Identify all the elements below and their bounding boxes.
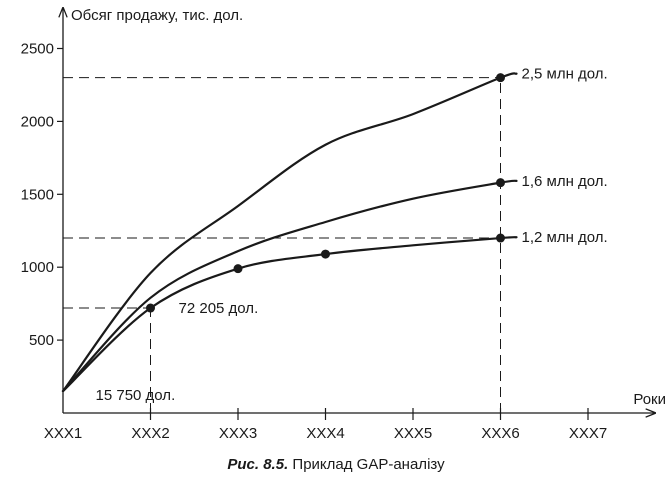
series-1-point-5	[496, 178, 505, 188]
labels: 500 1000 1500 2000 2500 XXX1 XXX2 XXX3 XXX4 XXX5 X…	[21, 7, 666, 442]
caption-text: Приклад GAP-аналізу	[292, 456, 445, 473]
y-tick-label-2000: 2000	[21, 113, 54, 130]
figure-caption: Рис. 8.5. Приклад GAP-аналізу	[0, 456, 672, 473]
series-label-0: 2,5 млн дол.	[522, 66, 608, 83]
series-line-2	[61, 236, 518, 393]
series	[61, 72, 518, 393]
series-label-2: 1,2 млн дол.	[522, 229, 608, 246]
series-2-point-2	[233, 264, 243, 274]
y-tick-label-2500: 2500	[21, 41, 54, 58]
series-2-point-1	[146, 303, 155, 313]
series-label-1: 1,6 млн дол.	[522, 173, 608, 190]
series-2-point-5	[496, 233, 505, 243]
x-axis-label: Роки	[633, 391, 666, 408]
annotation-1: 15 750 дол.	[96, 387, 176, 404]
series-line-1	[61, 179, 518, 393]
annotation-0: 72 205 дол.	[179, 300, 259, 317]
gap-analysis-chart: 500 1000 1500 2000 2500 XXX1 XXX2 XXX3 XXX4 XXX5 X…	[21, 0, 666, 442]
reference-lines	[63, 77, 501, 413]
figure-number: Рис. 8.5.	[227, 456, 289, 473]
series-0-point-5	[496, 73, 505, 83]
axes	[57, 8, 655, 420]
x-tick-label-XXX1: XXX1	[44, 425, 82, 442]
x-tick-label-XXX7: XXX7	[569, 425, 607, 442]
y-tick-label-1000: 1000	[21, 259, 54, 276]
y-tick-label-1500: 1500	[21, 186, 54, 203]
x-tick-label-XXX5: XXX5	[394, 425, 432, 442]
series-line-0	[61, 72, 518, 393]
x-tick-label-XXX2: XXX2	[131, 425, 169, 442]
x-tick-label-XXX3: XXX3	[219, 425, 257, 442]
series-2-point-3	[321, 249, 330, 259]
y-axis-label: Обсяг продажу, тис. дол.	[71, 7, 243, 24]
y-tick-label-500: 500	[29, 332, 54, 349]
x-tick-label-XXX6: XXX6	[481, 425, 519, 442]
x-tick-label-XXX4: XXX4	[306, 425, 344, 442]
